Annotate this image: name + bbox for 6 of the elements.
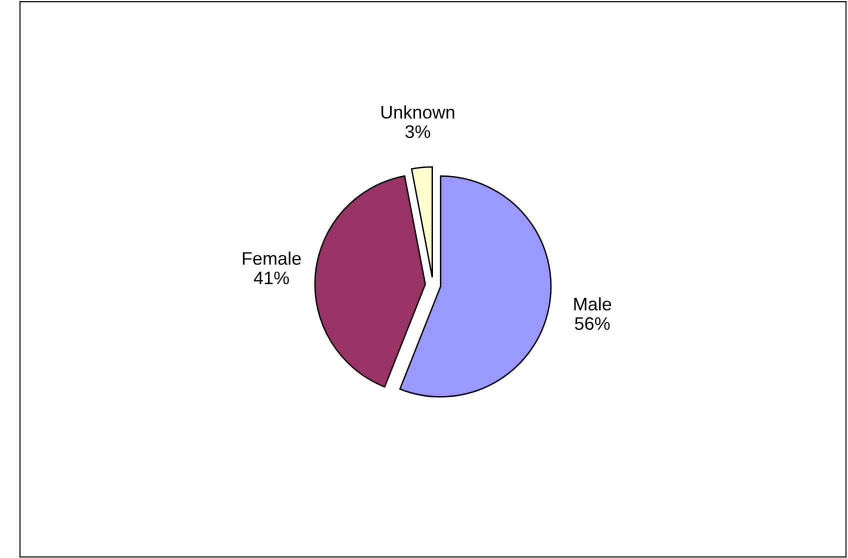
slice-label: Unknown: [381, 105, 454, 119]
slice-label: Female: [242, 252, 301, 265]
data-label: 41%: [254, 272, 289, 284]
slice-label: Male: [574, 297, 612, 311]
data-label: 56%: [574, 317, 610, 330]
data-label: 3%: [405, 125, 430, 138]
